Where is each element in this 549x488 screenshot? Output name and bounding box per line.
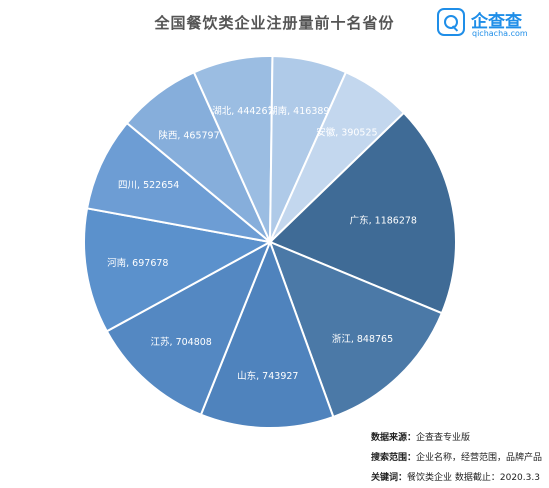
pie-label-4: 河南, 697678 <box>107 257 168 269</box>
pie-slice-2 <box>199 239 335 429</box>
note-scope-key: 搜索范围： <box>371 453 417 463</box>
pie-slice-5 <box>85 121 274 244</box>
pie-label-0: 广东, 1186278 <box>350 215 417 227</box>
pie-label-8: 湖南, 416389 <box>268 105 329 117</box>
pie-label-7: 湖北, 444267 <box>212 106 273 117</box>
logo: 企查查 qichacha.com <box>437 6 533 46</box>
pie-label-3: 江苏, 704808 <box>151 336 212 348</box>
chart-title: 全国餐饮类企业注册量前十名省份 <box>154 14 395 32</box>
logo-name: 企查查 <box>471 12 522 32</box>
pie-label-9: 安徽, 390525 <box>316 126 377 138</box>
note-keyword-key: 关键词： <box>371 473 408 483</box>
note-row-scope: 搜索范围：企业名称，经营范围，品牌产品 <box>371 448 542 468</box>
pie-slice-3 <box>105 239 272 416</box>
note-source-key: 数据来源： <box>371 433 417 443</box>
note-row-source: 数据来源：企查查专业版 <box>371 428 542 448</box>
pie-label-1: 浙江, 848765 <box>332 333 393 345</box>
note-row-keyword: 关键词：餐饮类企业 数据截止：2020.3.3 <box>371 468 542 488</box>
pie-slice-0 <box>268 111 457 315</box>
note-keyword-value: 餐饮类企业 数据截止：2020.3.3 <box>407 473 540 483</box>
pie-slice-4 <box>83 207 273 333</box>
notes: 数据来源：企查查专业版 搜索范围：企业名称，经营范围，品牌产品 关键词：餐饮类企… <box>371 428 542 488</box>
pie-label-2: 山东, 743927 <box>237 370 298 382</box>
logo-url: qichacha.com <box>472 29 528 38</box>
search-magnifier-icon <box>437 8 465 36</box>
pie-slice-9 <box>269 70 406 243</box>
pie-label-5: 四川, 522654 <box>118 180 179 191</box>
pie-slice-1 <box>268 240 444 419</box>
pie-label-6: 陕西, 465797 <box>158 129 219 141</box>
note-scope-value: 企业名称，经营范围，品牌产品 <box>416 453 543 463</box>
note-source-value: 企查查专业版 <box>416 433 471 443</box>
